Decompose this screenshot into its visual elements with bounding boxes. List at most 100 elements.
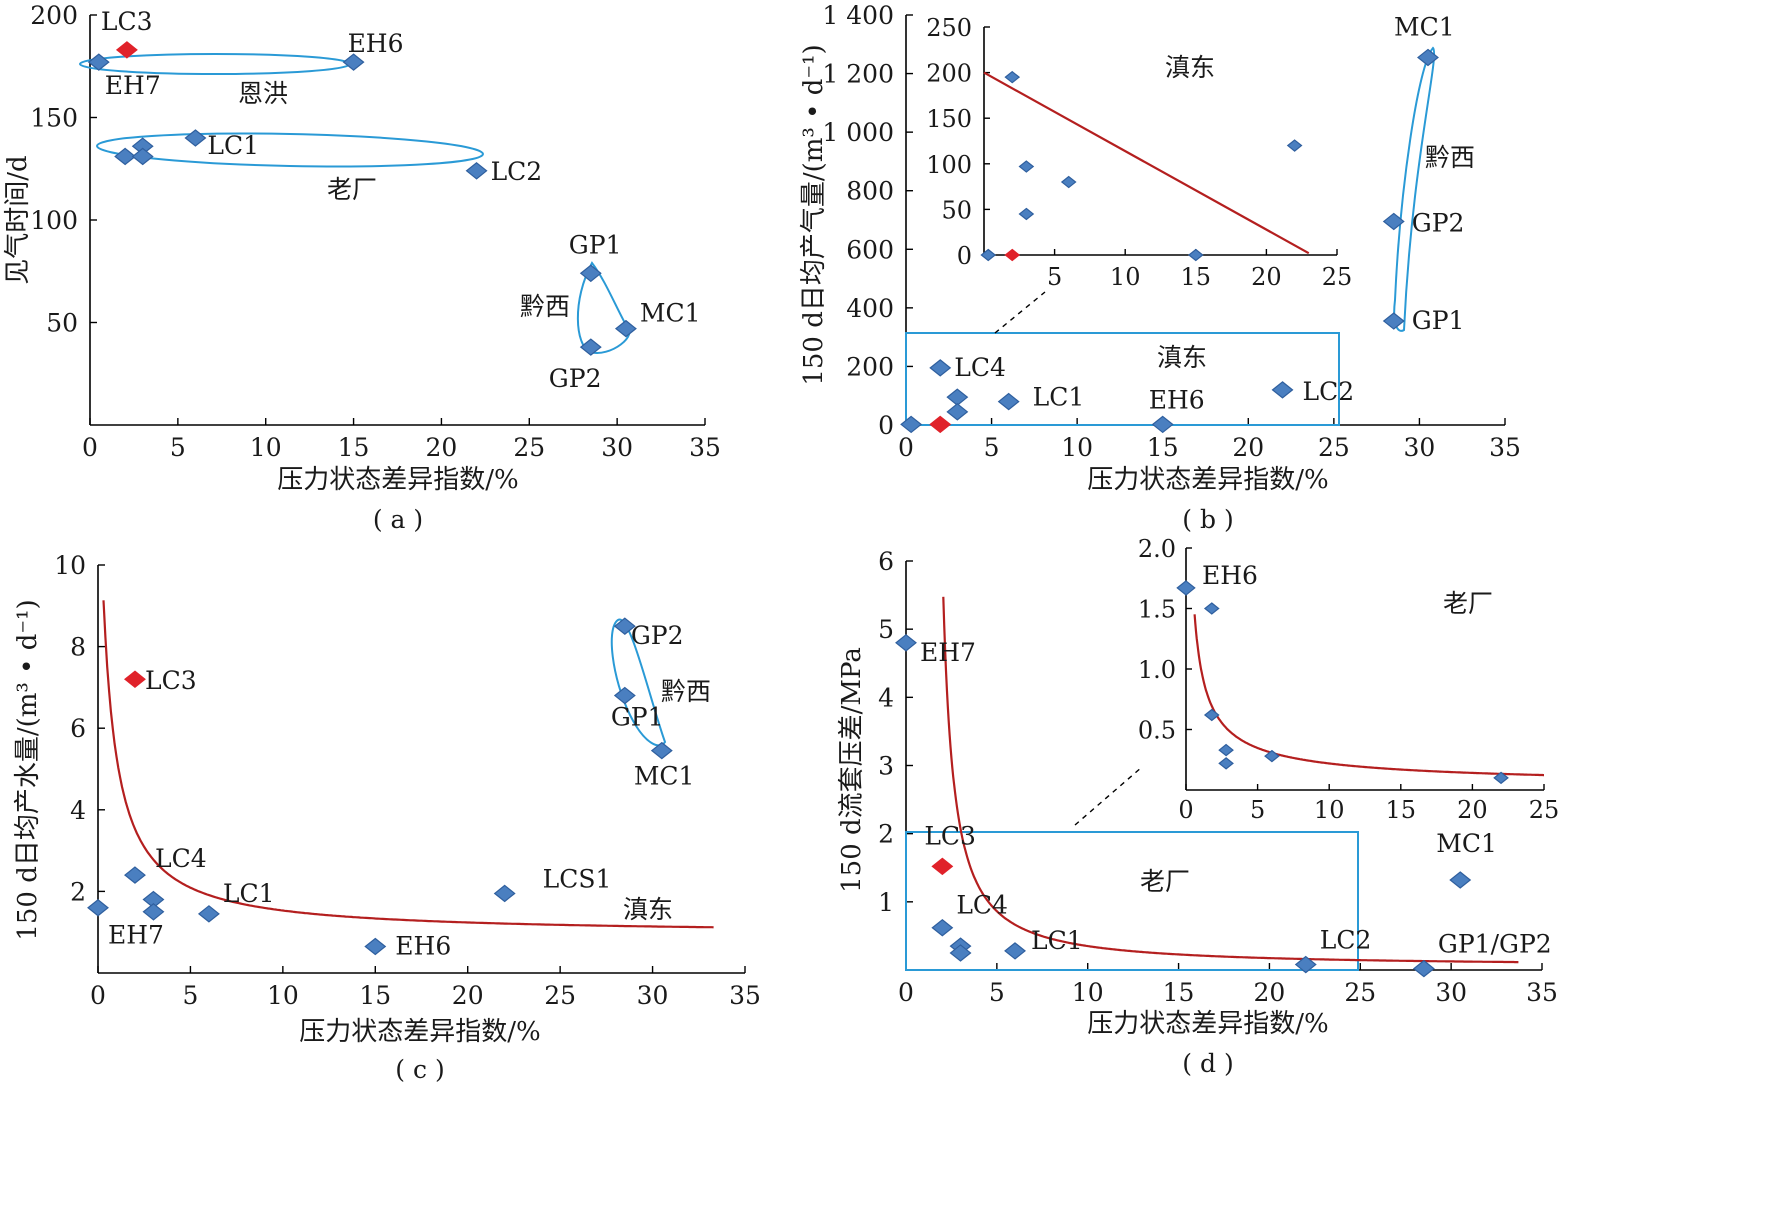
data-point [493, 884, 516, 903]
x-tick-label: 25 [544, 981, 576, 1010]
group-label: 滇东 [1157, 343, 1207, 372]
group-outline-laochang [96, 132, 484, 168]
inset-x-tick-label: 25 [1322, 263, 1353, 291]
inset-data-point [1176, 580, 1196, 596]
data-point [946, 388, 969, 406]
data-point [465, 162, 488, 180]
inset-data-point [980, 248, 997, 262]
inset-y-tick-label: 1.5 [1138, 596, 1176, 624]
inset-x-tick-label: 5 [1250, 796, 1265, 824]
y-tick-label: 150 [30, 104, 78, 133]
fit-curve [942, 596, 1519, 964]
group-label: 老厂 [327, 175, 377, 204]
x-tick-label: 0 [82, 433, 98, 462]
x-axis-title: 压力状态差异指数/% [1087, 1009, 1328, 1039]
x-axis-title: 压力状态差异指数/% [1087, 465, 1328, 495]
y-tick-label: 4 [70, 796, 86, 825]
y-axis-title: 见气时间/d [3, 155, 33, 284]
point-label: MC1 [640, 299, 701, 328]
zoom-connector [994, 291, 1046, 334]
x-tick-label: 25 [1318, 433, 1350, 462]
point-label: LC2 [1320, 926, 1372, 955]
data-point [115, 41, 138, 59]
chart-d: 0 5 10 15 20 25 30 35 1 2 3 4 5 6 压力状态差异指数/% 150 d流套压差/… [837, 535, 1559, 1078]
x-tick-label: 20 [1232, 433, 1264, 462]
y-axis-title: 150 d流套压差/MPa [837, 647, 867, 893]
y-tick-label: 0 [878, 411, 894, 440]
data-point [579, 338, 602, 356]
data-point [184, 129, 207, 147]
y-tick-label: 10 [54, 551, 86, 580]
data-point [87, 53, 110, 71]
data-point [579, 264, 602, 283]
point-label: EH6 [1149, 385, 1205, 414]
y-tick-label: 5 [878, 615, 894, 644]
zoom-connector [1074, 766, 1143, 826]
inset-x-tick-label: 10 [1314, 796, 1345, 824]
point-label: LC1 [223, 879, 275, 908]
zoom-region-box [905, 831, 1359, 971]
y-axis-title: 150 d日均产水量/(m³ • d⁻¹) [13, 599, 43, 940]
point-label: LC2 [1303, 377, 1355, 406]
data-point [614, 319, 637, 338]
y-tick-label: 50 [46, 309, 78, 338]
data-point [1449, 871, 1472, 889]
data-point [1294, 955, 1317, 974]
y-tick-label: 8 [70, 633, 86, 662]
inset-data-point [1203, 708, 1220, 722]
inset-y-tick-label: 150 [926, 105, 972, 133]
y-tick-label: 1 200 [822, 60, 894, 89]
y-tick-label: 2 [878, 820, 894, 849]
data-point [1417, 48, 1439, 67]
point-label: MC1 [634, 762, 695, 791]
inset-x-tick-label: 20 [1457, 796, 1488, 824]
inset-data-point [1203, 602, 1220, 615]
data-point [1151, 415, 1174, 434]
inset-group-label: 滇东 [1165, 53, 1215, 82]
data-point [142, 903, 165, 921]
data-point [1412, 959, 1435, 978]
inset-y-tick-label: 1.0 [1138, 656, 1176, 684]
y-tick-label: 400 [846, 294, 894, 323]
group-outline-qianxi [610, 618, 667, 747]
x-tick-label: 35 [1526, 978, 1558, 1007]
group-label: 黔西 [1425, 143, 1475, 172]
data-point [364, 937, 387, 956]
y-tick-label: 100 [30, 206, 78, 235]
inset-data-point [1018, 207, 1035, 221]
y-tick-label: 600 [846, 235, 894, 264]
point-label: LCS1 [543, 864, 612, 893]
point-label: MC1 [1394, 12, 1455, 41]
y-tick-label: 4 [878, 683, 894, 712]
point-label: GP1 [569, 230, 622, 259]
inset-data-point [1187, 248, 1204, 262]
y-tick-label: 1 000 [822, 118, 894, 147]
inset-chart: 0 5 10 15 20 25 0.5 1.0 1.5 2.0 老厂 EH6 [1138, 535, 1559, 824]
inset-fit-line [983, 71, 1310, 255]
inset-y-tick-label: 0 [957, 242, 972, 270]
y-tick-label: 1 400 [822, 1, 894, 30]
point-label: EH6 [348, 29, 404, 58]
x-tick-label: 30 [1404, 433, 1436, 462]
data-point [1004, 942, 1026, 960]
x-tick-label: 10 [250, 433, 282, 462]
data-point [1271, 381, 1294, 399]
point-label: GP1 [611, 703, 664, 732]
point-label: LC1 [1033, 383, 1085, 412]
point-label: EH7 [105, 71, 161, 100]
inset-x-tick-label: 15 [1181, 263, 1212, 291]
x-tick-label: 25 [513, 433, 545, 462]
panel-caption: ( b ) [1182, 505, 1233, 534]
point-label: LC4 [956, 891, 1008, 920]
point-label: LC3 [924, 821, 976, 850]
inset-data-point [1004, 70, 1021, 84]
data-point [1382, 312, 1405, 330]
y-tick-label: 800 [846, 177, 894, 206]
group-label: 黔西 [520, 292, 570, 321]
y-tick-label: 6 [878, 547, 894, 576]
x-tick-label: 5 [984, 433, 1000, 462]
y-tick-label: 2 [70, 877, 86, 906]
y-tick-label: 3 [878, 752, 894, 781]
